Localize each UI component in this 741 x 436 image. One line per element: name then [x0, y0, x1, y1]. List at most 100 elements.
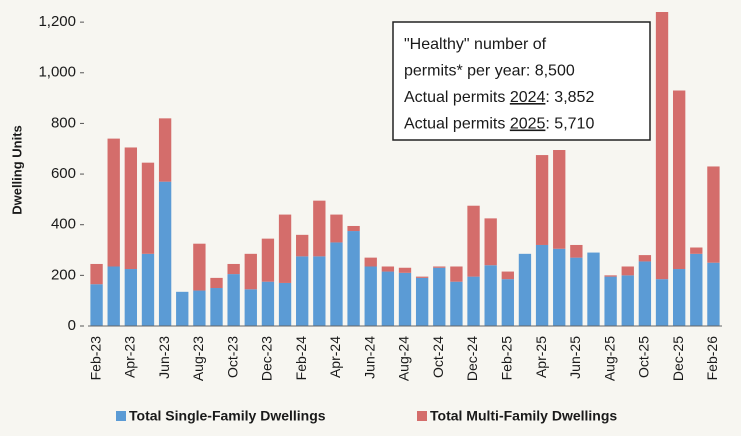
bar-segment	[604, 276, 617, 326]
bar-segment	[193, 243, 206, 291]
bar-segment	[638, 255, 652, 262]
bar-segment	[90, 263, 103, 285]
bar-segment	[244, 289, 257, 326]
annotation-text: permits* per year: 8,500	[404, 63, 575, 80]
annotation-text: "Healthy" number of	[404, 36, 547, 53]
annotation-line: Actual permits 2024: 3,852	[404, 89, 594, 106]
bar-segment	[398, 272, 412, 326]
bar-segment	[501, 271, 514, 280]
x-tick-label: Apr-25	[533, 336, 549, 378]
x-tick-label: Feb-26	[704, 336, 720, 381]
y-tick-label: 200	[51, 266, 76, 283]
x-tick-label: Apr-24	[327, 336, 343, 378]
bar-segment	[107, 266, 120, 326]
bar-segment	[176, 291, 189, 326]
bar-segment	[672, 90, 686, 270]
x-tick-label: Dec-25	[670, 336, 686, 381]
bar-segment	[364, 257, 377, 267]
bar-segment	[330, 214, 343, 243]
bar-segment	[467, 276, 480, 326]
annotation-text: Actual permits	[404, 116, 510, 133]
legend-label: Total Single-Family Dwellings	[129, 408, 326, 424]
bar-segment	[313, 256, 326, 326]
bar-segment	[553, 248, 566, 326]
annotation-line: permits* per year: 8,500	[404, 63, 575, 80]
bar-segment	[450, 281, 463, 326]
bar-segment	[501, 279, 514, 326]
x-tick-label: Jun-25	[567, 336, 583, 379]
bar-segment	[261, 238, 275, 282]
y-tick-label: 0	[68, 317, 76, 334]
bar-segment	[347, 225, 360, 232]
bar-segment	[330, 242, 343, 326]
x-tick-label: Aug-24	[396, 336, 412, 381]
x-tick-label: Oct-23	[224, 336, 240, 378]
bar-segment	[124, 269, 138, 326]
bar-segment	[278, 214, 292, 283]
x-tick-label: Feb-23	[87, 336, 103, 381]
bar-segment	[244, 253, 257, 290]
bar-segment	[570, 257, 583, 326]
bar-segment	[193, 290, 206, 326]
bar-segment	[415, 277, 429, 326]
bar-segment	[210, 277, 223, 289]
bar-segment	[296, 256, 309, 326]
y-tick-label: 800	[51, 114, 76, 131]
bar-segment	[210, 288, 223, 326]
bar-segment	[227, 274, 240, 326]
bar-segment	[518, 253, 532, 326]
bar-segment	[535, 244, 549, 326]
bar-segment	[450, 266, 463, 282]
bar-segment	[535, 155, 549, 245]
annotation-text: 2024	[510, 89, 546, 106]
annotation-box	[392, 21, 651, 141]
bar-segment	[227, 263, 240, 275]
bar-segment	[141, 253, 155, 326]
bar-segment	[467, 205, 480, 277]
annotation-text: : 5,710	[545, 116, 594, 133]
bar-segment	[433, 267, 446, 326]
bar-segment	[261, 281, 275, 326]
x-tick-label: Oct-24	[430, 336, 446, 378]
x-tick-label: Feb-25	[499, 336, 515, 381]
bar-segment	[621, 266, 634, 276]
bar-segment	[124, 147, 138, 270]
annotation-text: : 3,852	[545, 89, 594, 106]
bar-segment	[347, 231, 360, 326]
bar-segment	[655, 12, 669, 280]
bar-segment	[364, 266, 377, 326]
bar-segment	[672, 269, 686, 326]
y-axis-label: Dwelling Units	[9, 125, 24, 215]
y-tick-label: 400	[51, 216, 76, 233]
y-tick-label: 1,000	[38, 64, 76, 81]
bar-segment	[313, 200, 326, 257]
x-tick-label: Oct-25	[636, 336, 652, 378]
bar-segment	[690, 247, 703, 254]
annotation-text: 2025	[510, 116, 546, 133]
legend-label: Total Multi-Family Dwellings	[430, 408, 617, 424]
x-tick-label: Feb-24	[293, 336, 309, 381]
x-tick-label: Aug-25	[601, 336, 617, 381]
bar-segment	[381, 271, 395, 326]
bar-segment	[398, 267, 412, 273]
y-tick-label: 1,200	[38, 13, 76, 30]
x-tick-label: Jun-24	[361, 336, 377, 379]
bar-segment	[604, 275, 617, 277]
bar-segment	[655, 279, 669, 326]
y-tick-label: 600	[51, 165, 76, 182]
bar-segment	[587, 252, 600, 326]
bar-segment	[690, 253, 703, 326]
bar-segment	[296, 234, 309, 257]
x-tick-label: Apr-23	[122, 336, 138, 378]
bar-segment	[570, 244, 583, 258]
bar-segment	[707, 262, 720, 326]
bar-segment	[158, 118, 172, 182]
legend-swatch	[116, 411, 126, 421]
x-tick-label: Dec-23	[259, 336, 275, 381]
bar-segment	[381, 266, 395, 272]
bar-segment	[707, 166, 720, 263]
annotation-line: Actual permits 2025: 5,710	[404, 116, 594, 133]
bar-segment	[553, 150, 566, 249]
x-tick-label: Dec-24	[464, 336, 480, 381]
